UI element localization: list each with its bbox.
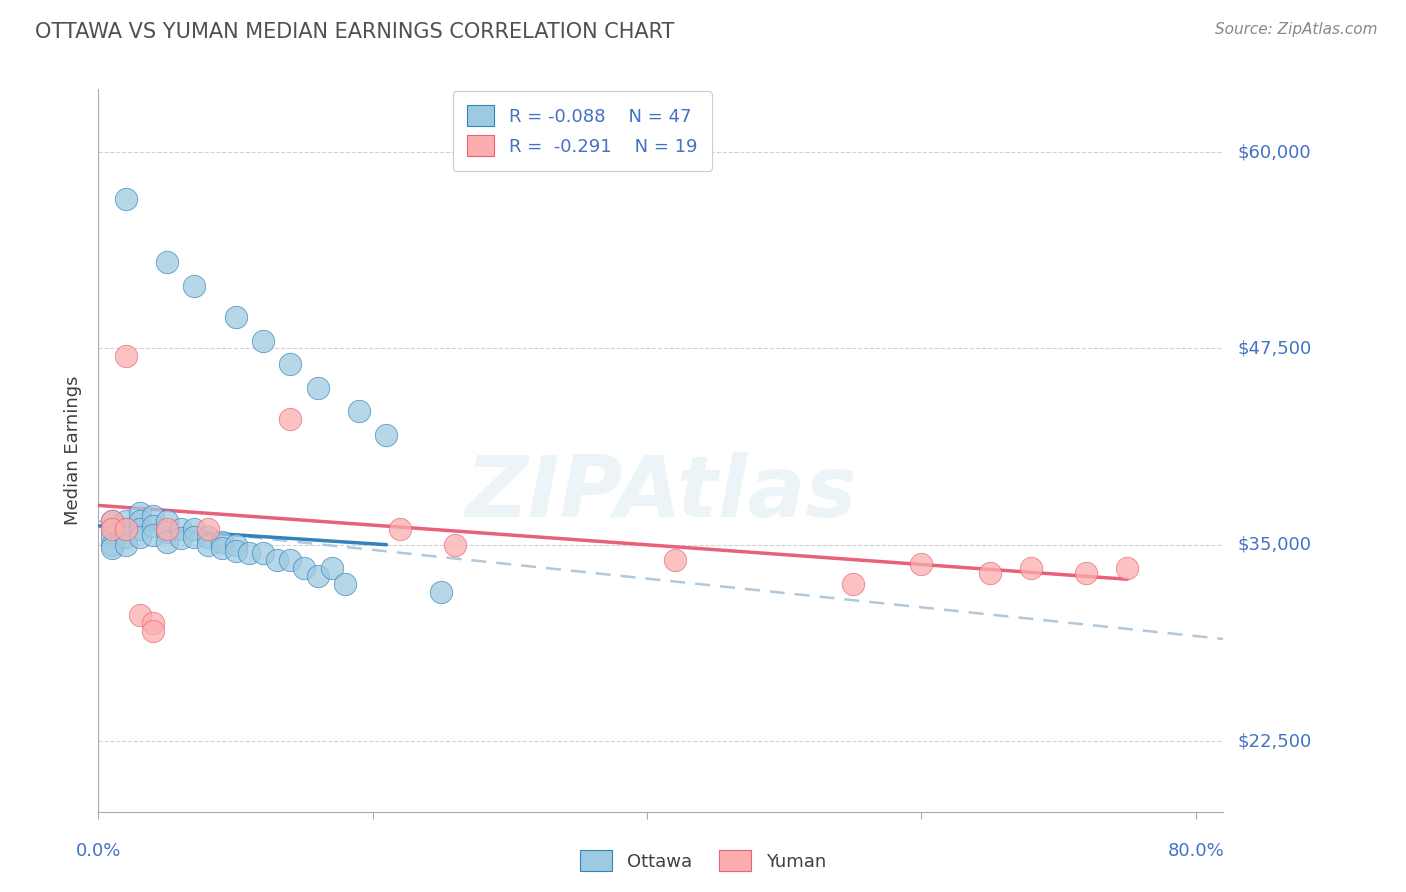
Point <box>197 538 219 552</box>
Point <box>115 530 138 544</box>
Point <box>389 522 412 536</box>
Point <box>115 538 138 552</box>
Point <box>910 557 932 571</box>
Point <box>156 534 179 549</box>
Point <box>115 192 138 206</box>
Point <box>170 532 193 546</box>
Point <box>211 541 233 555</box>
Point <box>307 381 329 395</box>
Point <box>375 427 398 442</box>
Point <box>444 538 467 552</box>
Point <box>430 584 453 599</box>
Point <box>142 519 165 533</box>
Point <box>1074 566 1097 580</box>
Text: 80.0%: 80.0% <box>1167 842 1225 860</box>
Point <box>101 522 124 536</box>
Point <box>238 545 260 559</box>
Point <box>292 561 315 575</box>
Point <box>142 528 165 542</box>
Point <box>142 509 165 524</box>
Point <box>156 255 179 269</box>
Point <box>225 544 247 558</box>
Point <box>321 561 343 575</box>
Text: 0.0%: 0.0% <box>76 842 121 860</box>
Point <box>347 404 370 418</box>
Point <box>335 577 357 591</box>
Point <box>128 608 150 623</box>
Text: $22,500: $22,500 <box>1237 732 1312 750</box>
Point <box>101 538 124 552</box>
Point <box>225 538 247 552</box>
Point <box>664 553 686 567</box>
Text: $35,000: $35,000 <box>1237 536 1312 554</box>
Text: $47,500: $47,500 <box>1237 339 1312 358</box>
Point <box>101 514 124 528</box>
Point <box>1116 561 1139 575</box>
Point <box>183 278 205 293</box>
Y-axis label: Median Earnings: Median Earnings <box>65 376 83 525</box>
Point <box>101 530 124 544</box>
Text: ZIPAtlas: ZIPAtlas <box>465 452 856 535</box>
Point <box>128 530 150 544</box>
Point <box>183 530 205 544</box>
Point <box>156 522 179 536</box>
Point <box>128 506 150 520</box>
Point <box>211 534 233 549</box>
Point <box>128 522 150 536</box>
Point <box>115 514 138 528</box>
Text: OTTAWA VS YUMAN MEDIAN EARNINGS CORRELATION CHART: OTTAWA VS YUMAN MEDIAN EARNINGS CORRELAT… <box>35 22 675 42</box>
Point <box>115 522 138 536</box>
Point <box>142 616 165 631</box>
Legend: Ottawa, Yuman: Ottawa, Yuman <box>572 843 834 879</box>
Point <box>101 541 124 555</box>
Point <box>307 569 329 583</box>
Point <box>128 514 150 528</box>
Point <box>156 525 179 540</box>
Point <box>101 522 124 536</box>
Point <box>170 522 193 536</box>
Point <box>197 530 219 544</box>
Point <box>142 624 165 639</box>
Text: $60,000: $60,000 <box>1237 143 1310 161</box>
Point <box>979 566 1001 580</box>
Point <box>266 553 288 567</box>
Point <box>842 577 865 591</box>
Legend: R = -0.088    N = 47, R =  -0.291    N = 19: R = -0.088 N = 47, R = -0.291 N = 19 <box>453 91 711 170</box>
Point <box>183 522 205 536</box>
Point <box>156 514 179 528</box>
Point <box>225 310 247 324</box>
Point <box>252 545 274 559</box>
Point <box>280 357 302 371</box>
Point <box>280 412 302 426</box>
Point <box>115 522 138 536</box>
Point <box>101 514 124 528</box>
Point <box>1019 561 1042 575</box>
Point <box>252 334 274 348</box>
Point <box>280 553 302 567</box>
Point <box>197 522 219 536</box>
Point <box>115 349 138 363</box>
Text: Source: ZipAtlas.com: Source: ZipAtlas.com <box>1215 22 1378 37</box>
